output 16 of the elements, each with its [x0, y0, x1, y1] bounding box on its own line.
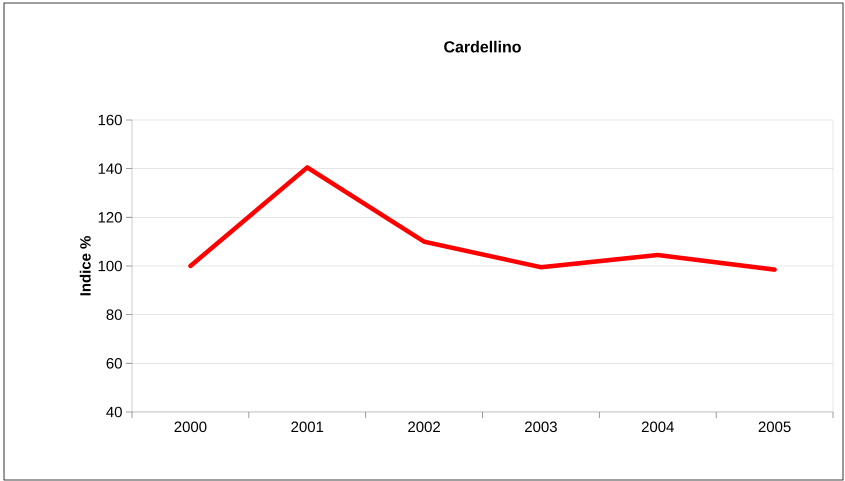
y-tick-label: 40 — [106, 406, 122, 418]
y-tick-label: 140 — [98, 163, 122, 174]
x-tick-label: 2005 — [758, 422, 791, 432]
x-tick-label: 2001 — [291, 422, 324, 432]
y-tick-label: 160 — [98, 114, 122, 126]
x-tick-label: 2004 — [642, 422, 674, 432]
y-axis-title: Indice % — [80, 236, 91, 296]
y-tick-label: 80 — [106, 309, 122, 320]
chart-title: Cardellino — [444, 40, 521, 52]
x-tick-label: 2003 — [525, 422, 557, 432]
y-tick-label: 60 — [106, 358, 122, 369]
y-tick-label: 120 — [98, 212, 122, 223]
y-tick-label: 100 — [98, 260, 122, 272]
x-tick-label: 2002 — [408, 422, 440, 432]
line-series — [188, 165, 777, 272]
x-tick-label: 2000 — [174, 422, 206, 432]
